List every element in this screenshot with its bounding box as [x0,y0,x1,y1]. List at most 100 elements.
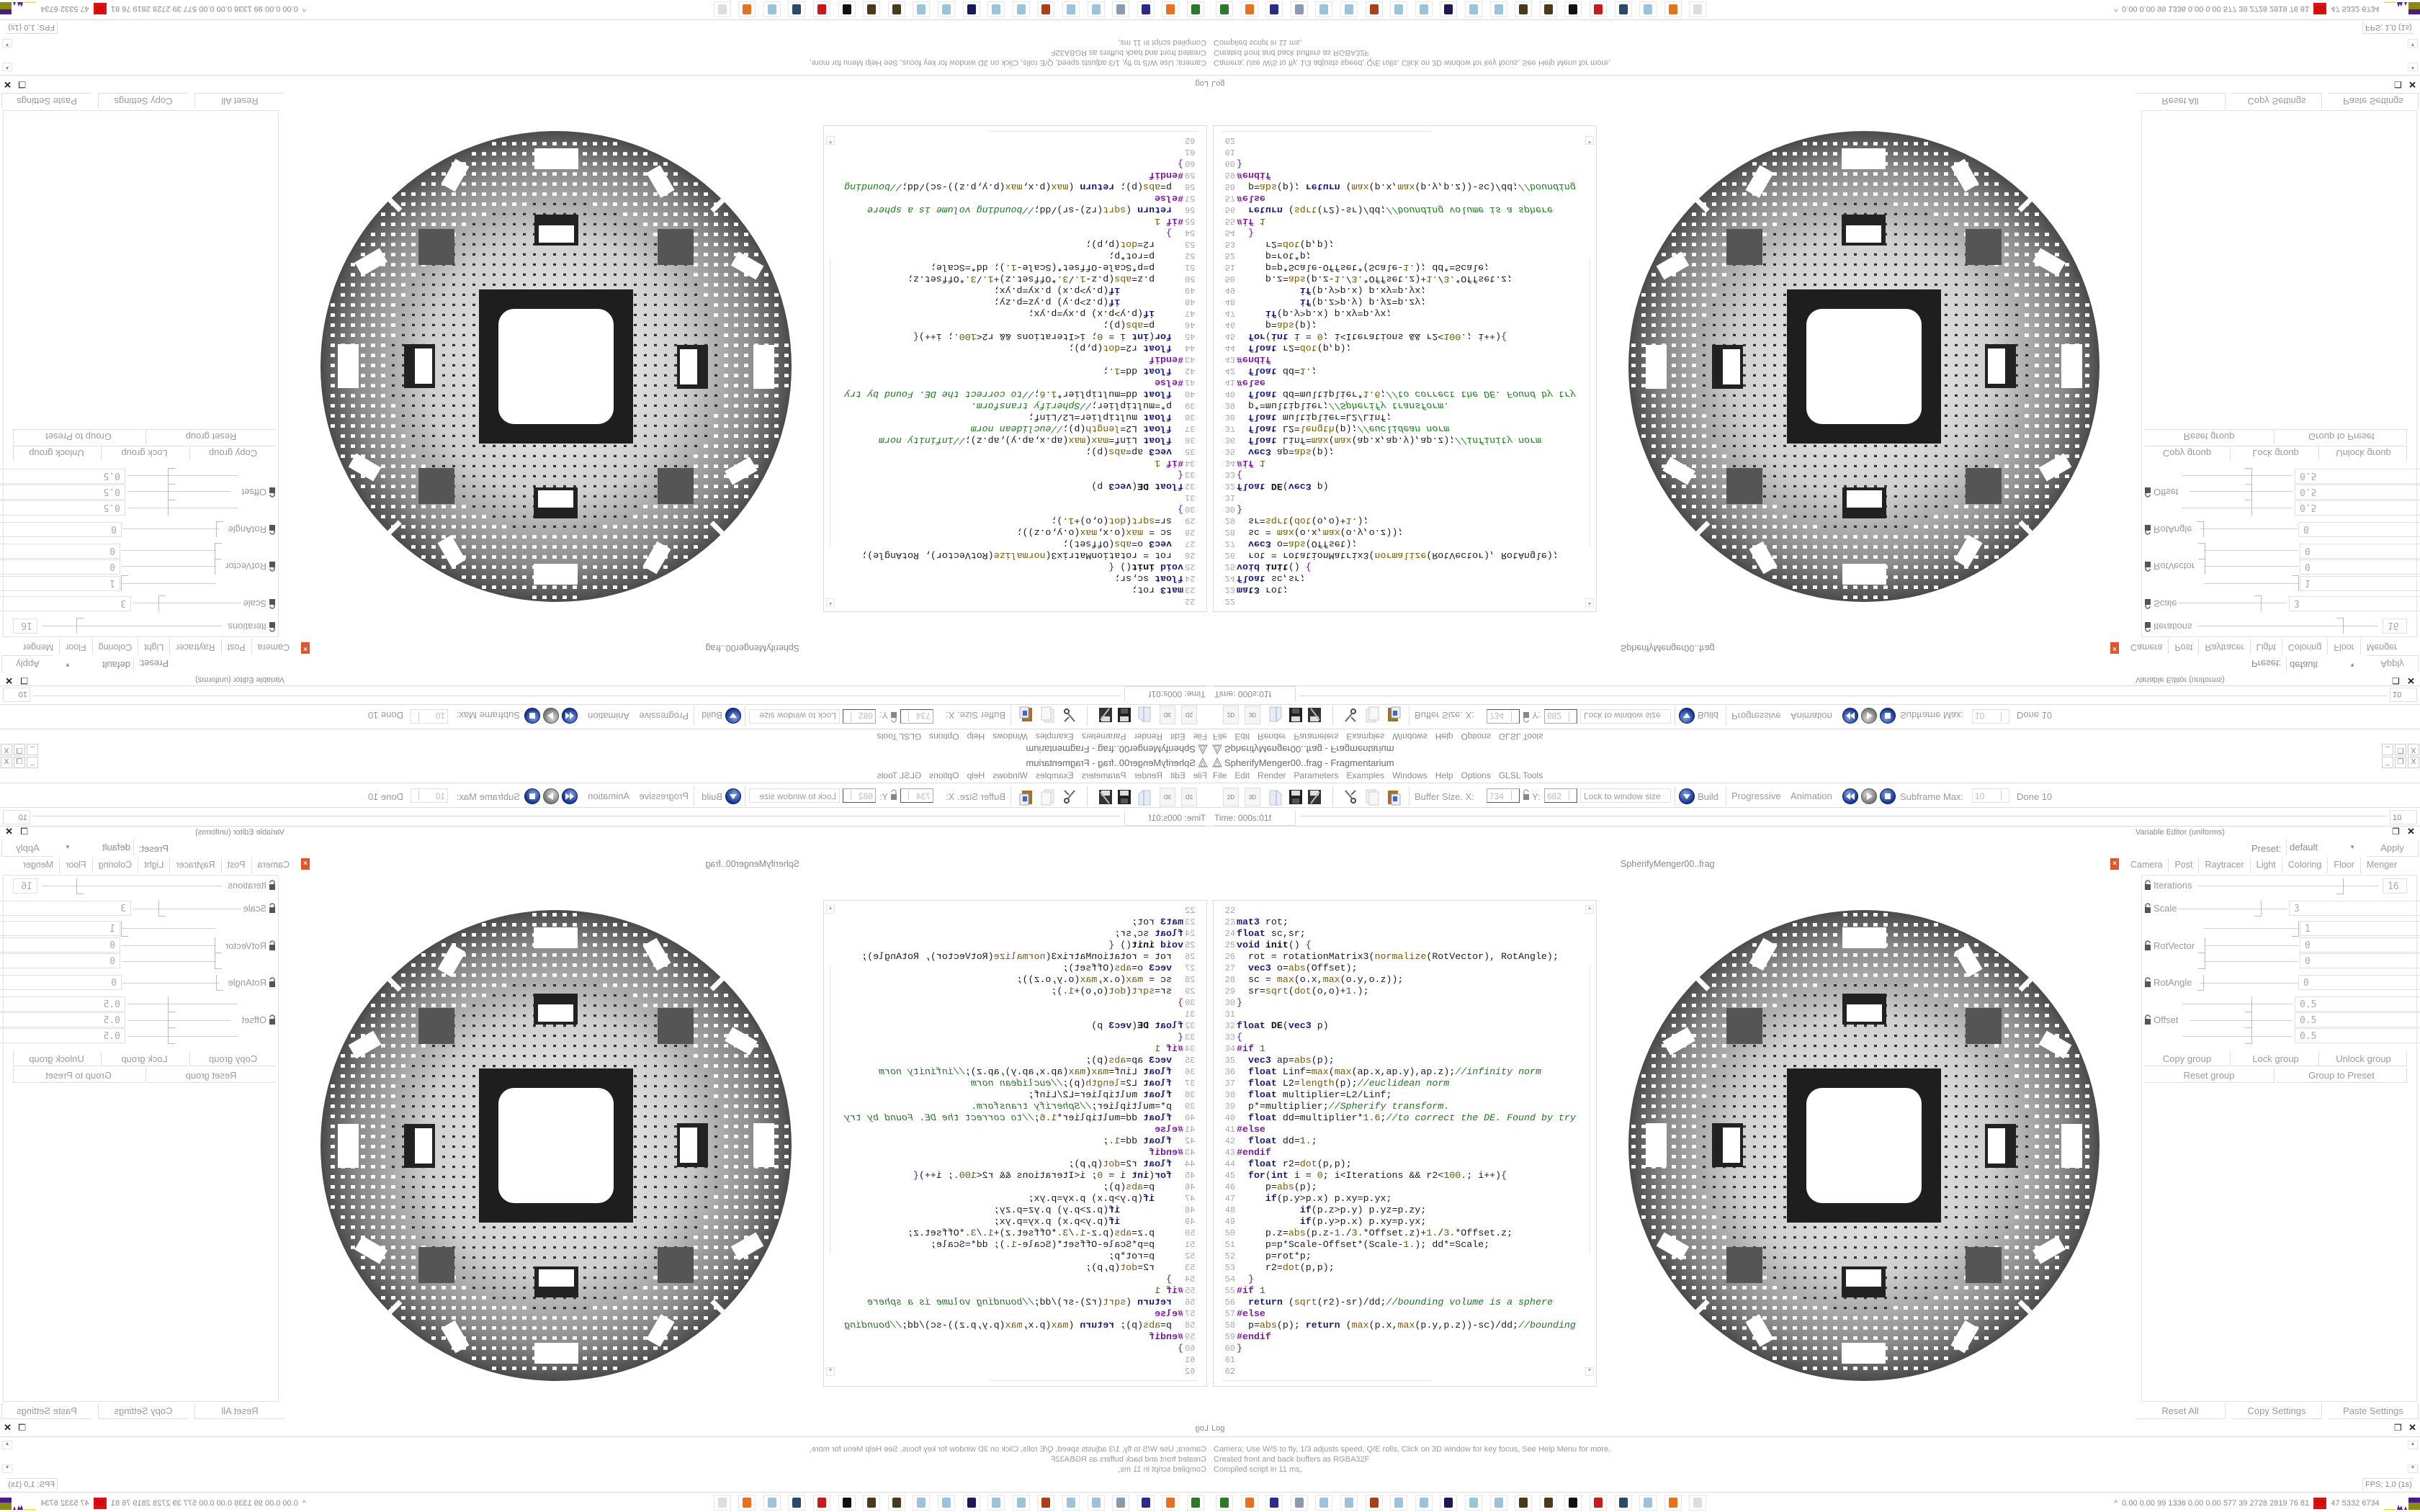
stop-icon[interactable] [524,788,540,804]
buffer-y-spinbox[interactable]: 682 [1544,788,1577,803]
firefox-icon[interactable] [1240,1495,1258,1511]
lock-mode-dropdown[interactable]: Lock to window size [1580,709,1671,724]
offset-x-handle[interactable] [2245,996,2252,1012]
float-dock-icon[interactable]: ❐ [2394,1423,2402,1433]
tab-raytracer[interactable]: Raytracer [2199,858,2251,873]
buffer-x-spinbox[interactable]: 734 [1487,788,1520,803]
rotvector-z-value[interactable]: 0 [0,953,120,968]
menu-file[interactable]: File [1213,732,1227,742]
notepad-icon[interactable] [1415,1495,1433,1511]
offset-y-handle[interactable] [168,1012,175,1028]
menu-render[interactable]: Render [1258,770,1286,780]
tab-light[interactable]: Light [2251,858,2282,873]
rotvector-z-slider[interactable] [2204,961,2298,962]
expand-tray-icon[interactable]: ^ [2114,1499,2118,1508]
close-tab-button[interactable]: × [2110,858,2119,870]
open-folder-icon[interactable] [1268,788,1283,806]
tab-camera[interactable]: Camera [2125,858,2169,873]
rotangle-slider[interactable] [122,983,220,984]
restore-button[interactable]: ❐ [14,757,25,768]
red-gear-icon[interactable] [813,1495,830,1511]
notepad-icon[interactable] [1489,1495,1507,1511]
save-icon[interactable] [1288,706,1304,724]
offset-y-value[interactable]: 0.5 [2295,1012,2420,1027]
unlock-icon[interactable] [890,789,897,801]
menu-file[interactable]: File [1213,770,1227,780]
mandelbulb-icon[interactable] [887,1495,905,1511]
menu-file[interactable]: File [1193,770,1207,780]
menu-edit[interactable]: Edit [1234,732,1250,742]
stop-icon[interactable] [1880,708,1896,724]
fragmentarium-icon[interactable] [713,1495,731,1511]
menu-help[interactable]: Help [967,770,985,780]
new-3d-button[interactable]: 3D [1245,788,1260,806]
lock-group-button[interactable]: Lock group [101,1051,187,1066]
buffer-x-spinbox[interactable]: 734 [1487,709,1520,724]
float-dock-icon[interactable]: ❐ [18,1423,26,1433]
code-editor[interactable]: 22 23 mat3 rot; 24 float sc,sr; 25 void init()… [823,900,1207,1387]
unlock-icon[interactable] [2144,977,2151,987]
fractal-render-view[interactable] [1625,906,2103,1385]
offset-x-handle[interactable] [168,996,175,1012]
scale-value[interactable]: 3 [2289,901,2420,916]
menu-glsl-tools[interactable]: GLSL Tools [1498,770,1543,780]
menu-glsl-tools[interactable]: GLSL Tools [1498,732,1543,742]
rotvector-y-slider[interactable] [122,945,216,946]
unlock-icon[interactable] [269,977,276,987]
float-dock-icon[interactable]: ❐ [20,827,28,837]
notepad-icon[interactable] [1340,1495,1358,1511]
notepad-icon[interactable] [1639,1495,1657,1511]
preset-dropdown[interactable]: default ▼ [2286,840,2360,855]
scroll-icon[interactable] [1112,1495,1130,1511]
unlock-icon[interactable] [2144,940,2151,950]
rotvector-x-value[interactable]: 1 [2300,921,2420,936]
menu-examples[interactable]: Examples [1346,732,1385,742]
mandelbulb-icon[interactable] [1539,1495,1557,1511]
save-icon[interactable] [1288,788,1304,806]
tab-coloring[interactable]: Coloring [91,858,138,873]
close-dock-icon[interactable]: ✕ [4,1422,12,1433]
unlock-icon[interactable] [1523,789,1530,801]
menu-help[interactable]: Help [1435,732,1453,742]
notepad-icon[interactable] [1062,1495,1080,1511]
close-dock-icon[interactable]: ✕ [5,826,13,837]
menu-glsl-tools[interactable]: GLSL Tools [877,770,922,780]
progressive-button[interactable]: Progressive [639,791,689,801]
save-icon[interactable] [1116,788,1132,806]
rotvector-y-handle[interactable] [215,937,222,953]
close-window-button[interactable]: X [2408,757,2419,768]
minimize-button[interactable]: _ [2382,757,2393,768]
notepad-icon[interactable] [938,1495,955,1511]
horizontal-scrollbar[interactable] [1222,1380,1431,1381]
scroll-up-arrow[interactable]: ▲ [2,1441,12,1449]
mandelbulb-icon[interactable] [1515,1495,1533,1511]
scroll-up-arrow[interactable]: ▲ [1585,598,1594,607]
float-dock-icon[interactable]: ❐ [2392,827,2400,837]
lock-mode-dropdown[interactable]: Lock to window size [1580,788,1671,803]
rotvector-z-value[interactable]: 0 [2300,953,2420,968]
subframe-max-spinbox[interactable]: 10 [411,788,448,803]
build-icon[interactable] [1679,788,1695,804]
build-button[interactable]: Build [1698,710,1718,721]
rotvector-y-value[interactable]: 0 [2300,937,2420,953]
open-folder-icon[interactable] [1268,706,1283,724]
new-3d-button[interactable]: 3D [1245,706,1260,724]
frame-spinbox[interactable]: 10 [3,810,30,824]
rotvector-x-slider[interactable] [2204,928,2298,929]
notepad-icon[interactable] [987,1495,1005,1511]
fractal-render-view[interactable] [317,906,795,1385]
scroll-up-arrow[interactable]: ▲ [1585,905,1594,914]
scroll-icon[interactable] [1290,1495,1308,1511]
unlock-icon[interactable] [2144,903,2151,913]
copy-icon[interactable] [1040,788,1056,806]
restore-button[interactable]: ❐ [2395,757,2406,768]
subframe-max-spinbox[interactable]: 10 [1972,709,2009,724]
offset-y-slider[interactable] [2190,1020,2293,1021]
fractal-bw-icon[interactable] [1564,1495,1582,1511]
offset-z-slider[interactable] [2182,1036,2293,1037]
notepad-icon[interactable] [1087,1495,1105,1511]
new-3d-button[interactable]: 3D [1160,788,1175,806]
build-icon[interactable] [1679,708,1695,724]
save-as-icon[interactable] [1307,788,1322,806]
notepad-icon[interactable] [1315,1495,1333,1511]
